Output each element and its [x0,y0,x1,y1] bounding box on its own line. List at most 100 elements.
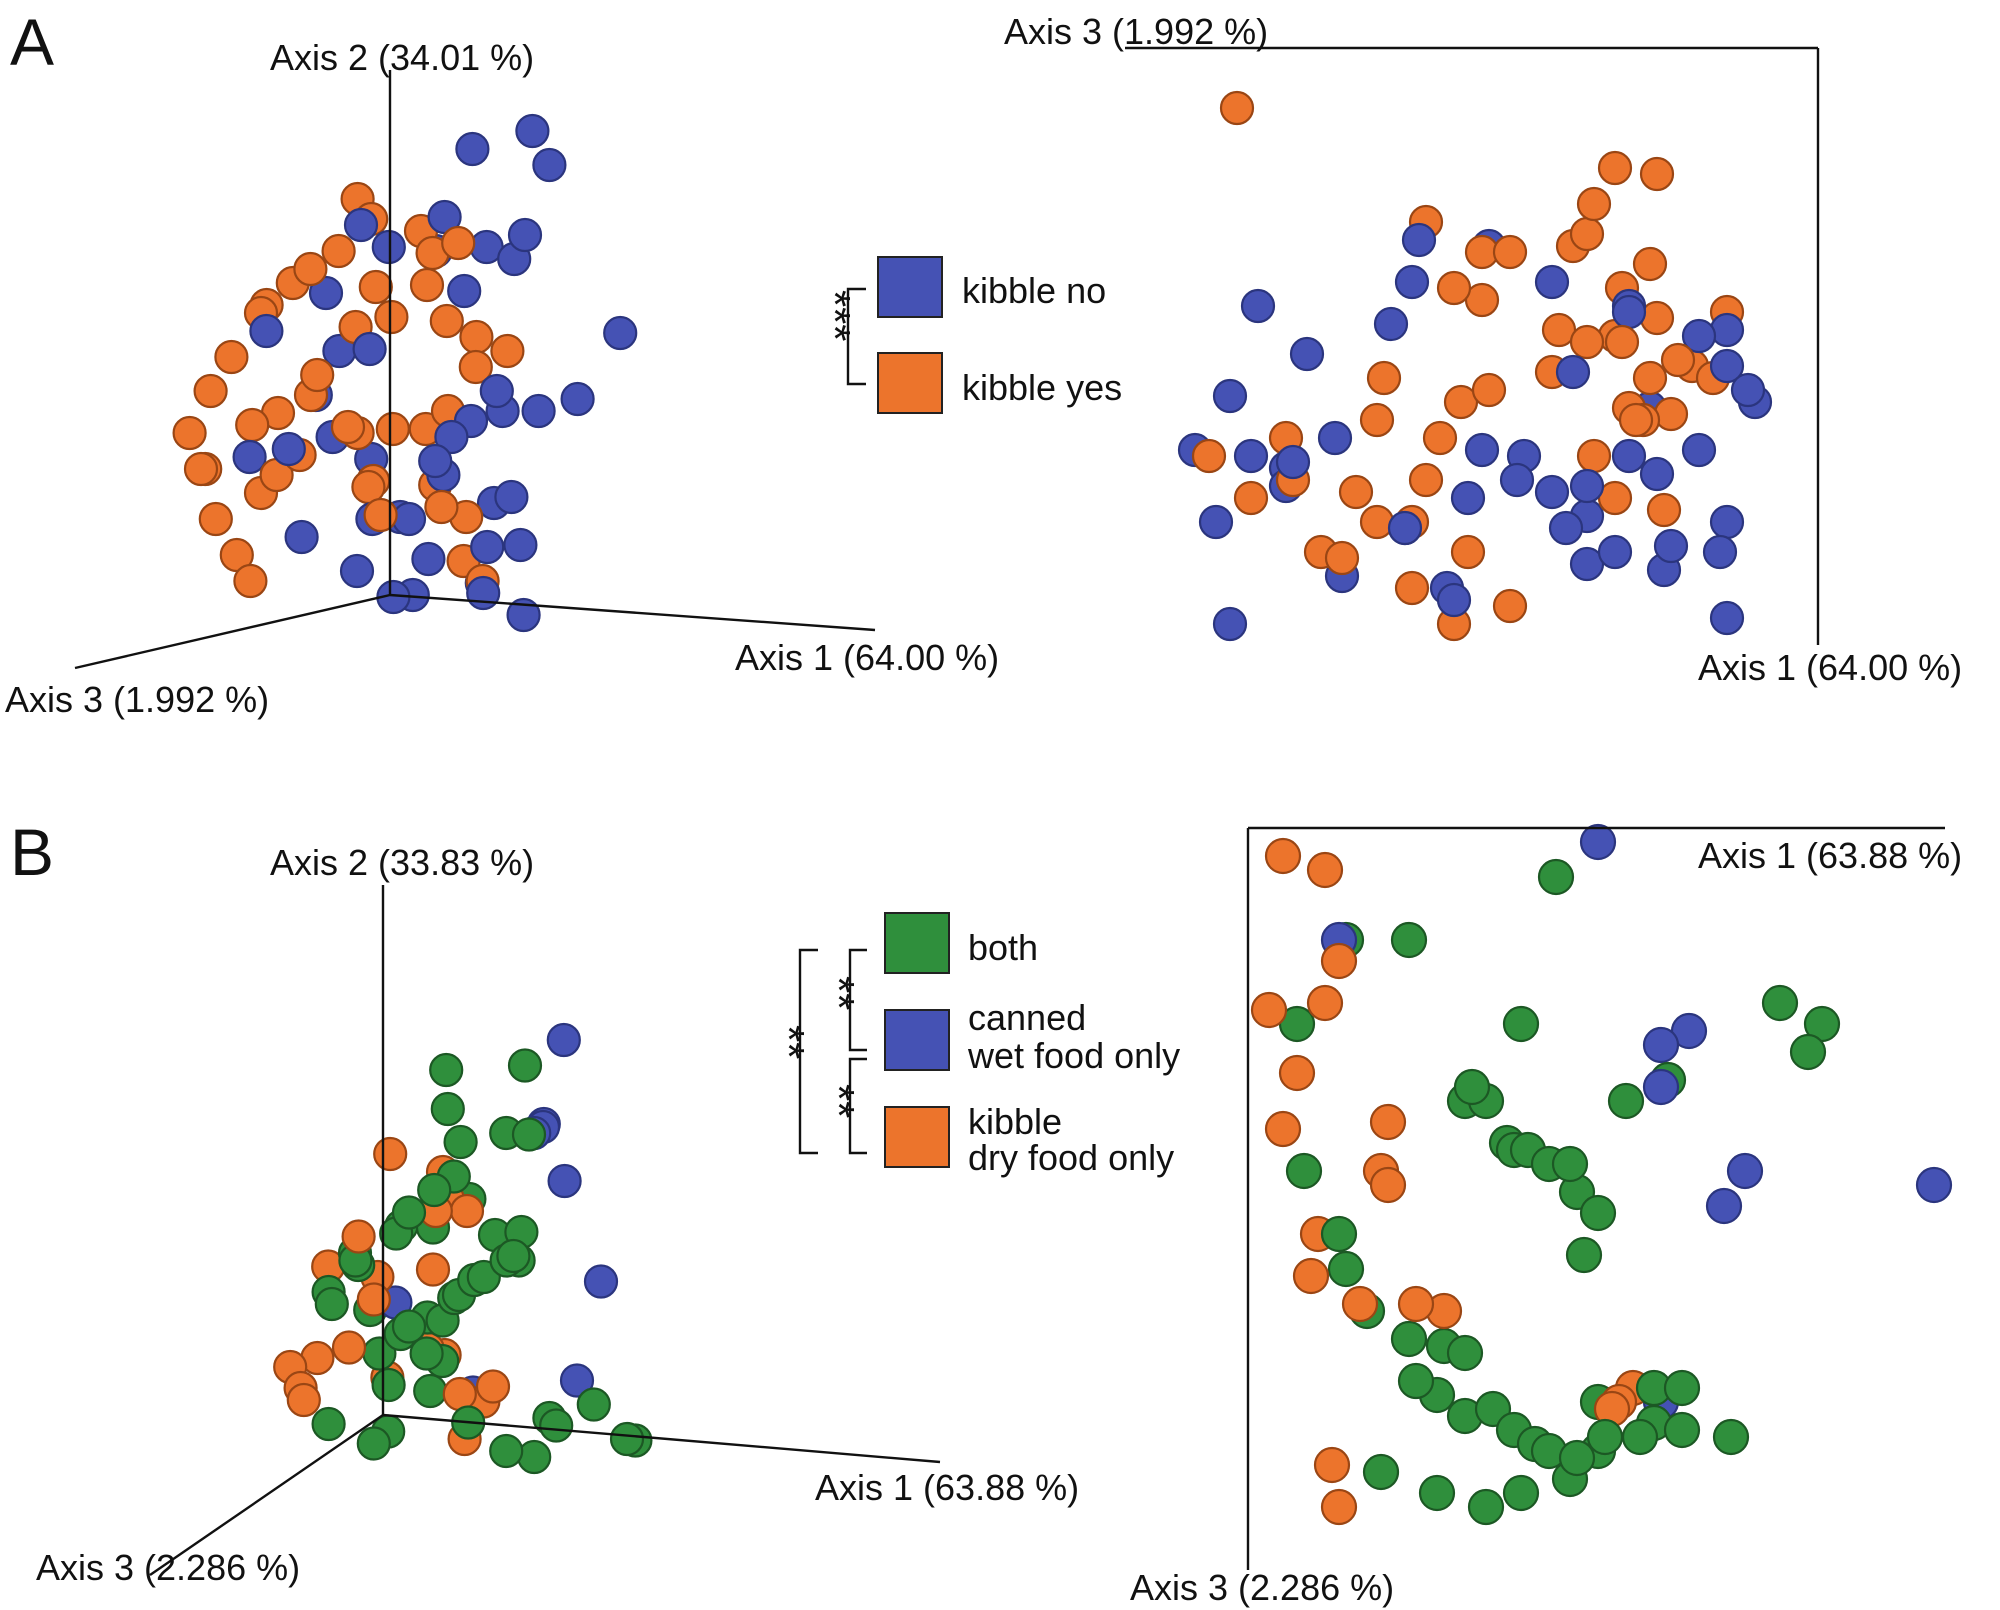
data-point-kibble-dry-food-only [1320,942,1358,980]
panel-b-legend: both canned wet food only kibble dry foo… [764,912,1180,1178]
data-point-kibble-no [1611,294,1647,330]
data-point-kibble-no [1730,372,1766,408]
data-point-kibble-no [434,419,469,455]
data-point-kibble-no [1499,462,1535,498]
data-point-both [1663,1369,1701,1407]
data-point-kibble-no [1569,468,1605,504]
data-point-both [1607,1082,1645,1120]
data-point-kibble-no [1534,264,1570,300]
data-point-both [1761,984,1799,1022]
data-point-canned-wet-food-only [559,1363,595,1398]
data-point-both [314,1286,349,1322]
panel-b-bracket-both-kibble [798,948,818,1155]
data-point-kibble-no [470,529,505,565]
data-point-kibble-dry-food-only [1306,984,1344,1022]
data-point-kibble-yes [1632,360,1668,396]
data-point-both [1712,1418,1750,1456]
panel-b-right-axis1-label: Axis 1 (63.88 %) [1698,835,1962,876]
data-point-kibble-yes [1660,342,1696,378]
data-point-kibble-yes [424,489,459,525]
data-point-kibble-no [1289,336,1325,372]
data-point-kibble-yes [458,349,493,385]
data-point-kibble-yes [1359,402,1395,438]
panel-a: A Axis 2 (34.01 %) Axis 1 (64.00 %) Axis… [5,5,1962,720]
data-point-kibble-yes [459,319,494,355]
data-point-kibble-dry-food-only [356,1282,391,1317]
data-point-kibble-no [1611,438,1647,474]
panel-a-left-axis2-label: Axis 2 (34.01 %) [270,37,534,78]
data-point-kibble-no [1681,318,1717,354]
data-point-both [1390,1320,1428,1358]
data-point-kibble-no [1681,432,1717,468]
panel-b-stars-canned-kibble: ** [814,1084,863,1118]
data-point-kibble-no [1394,264,1430,300]
data-point-kibble-yes [1324,540,1360,576]
panel-b-left-axis1-line [382,1413,941,1464]
data-point-kibble-no [1387,510,1423,546]
data-point-both [413,1373,448,1409]
data-point-both [517,1439,552,1475]
data-point-kibble-yes [1408,462,1444,498]
data-point-canned-wet-food-only [1705,1187,1743,1225]
data-point-kibble-no [308,275,344,311]
panel-b-right-points [1250,823,1953,1526]
data-point-kibble-yes [1576,186,1612,222]
data-point-kibble-dry-food-only [442,1376,477,1412]
data-point-kibble-yes [1604,324,1640,360]
data-point-both [417,1172,452,1208]
panel-b-left-axis3-label: Axis 3 (2.286 %) [36,1547,300,1588]
data-point-kibble-no [1548,510,1584,546]
data-point-canned-wet-food-only [1642,1068,1680,1106]
data-point-kibble-dry-food-only [341,1219,376,1254]
data-point-both [1537,858,1575,896]
data-point-kibble-no [1401,222,1437,258]
data-point-both [356,1426,391,1461]
data-point-kibble-yes [1653,396,1689,432]
legend-swatch-both [884,912,950,974]
panel-a-left-axis3-label: Axis 3 (1.992 %) [5,679,269,720]
panel-b-bracket-canned-kibble [848,1057,867,1155]
legend-label-dry-food-only: dry food only [968,1137,1174,1178]
panel-a-left-axis1-line [389,593,876,632]
data-point-kibble-yes [1450,534,1486,570]
data-point-kibble-no [494,479,529,515]
data-point-kibble-yes [330,409,366,445]
panel-b-right-axis3-label: Axis 3 (2.286 %) [1130,1567,1394,1608]
data-point-both [507,1048,543,1083]
data-point-both [1418,1474,1456,1512]
panel-b-right-view: Axis 1 (63.88 %) Axis 3 (2.286 %) [1130,823,1962,1608]
legend-label-kibble-no: kibble no [962,270,1106,311]
data-point-both [609,1421,645,1457]
data-point-kibble-yes [233,563,268,599]
data-point-kibble-no [1709,348,1745,384]
data-point-kibble-dry-food-only [1320,1488,1358,1526]
data-point-both [1579,1194,1617,1232]
data-point-kibble-yes [490,333,525,369]
data-point-kibble-yes [1597,150,1633,186]
data-point-kibble-yes [1569,216,1605,252]
data-point-kibble-dry-food-only [1313,1446,1351,1484]
data-point-kibble-yes [235,407,270,443]
data-point-both [311,1406,346,1442]
data-point-both [1453,1068,1491,1106]
data-point-kibble-yes [300,357,335,393]
data-point-kibble-dry-food-only [286,1382,321,1418]
data-point-kibble-no [1709,312,1745,348]
panel-a-left-view: Axis 2 (34.01 %) Axis 1 (64.00 %) Axis 3… [5,37,999,720]
data-point-kibble-dry-food-only [331,1330,367,1365]
data-point-canned-wet-food-only [1642,1026,1680,1064]
data-point-kibble-dry-food-only [1278,1054,1316,1092]
panel-a-left-axis3-line [74,593,391,670]
data-point-kibble-dry-food-only [1250,991,1288,1029]
data-point-kibble-yes [358,269,393,305]
legend-label-wet-food-only: wet food only [967,1035,1180,1076]
data-point-kibble-yes [441,225,476,261]
data-point-kibble-no [1436,582,1472,618]
data-point-kibble-yes [1366,360,1402,396]
data-point-both [430,1091,465,1127]
data-point-kibble-yes [293,251,328,287]
data-point-kibble-no [1317,420,1353,456]
data-point-kibble-no [1233,438,1269,474]
data-point-kibble-no [1240,288,1276,324]
data-point-canned-wet-food-only [1579,823,1617,861]
